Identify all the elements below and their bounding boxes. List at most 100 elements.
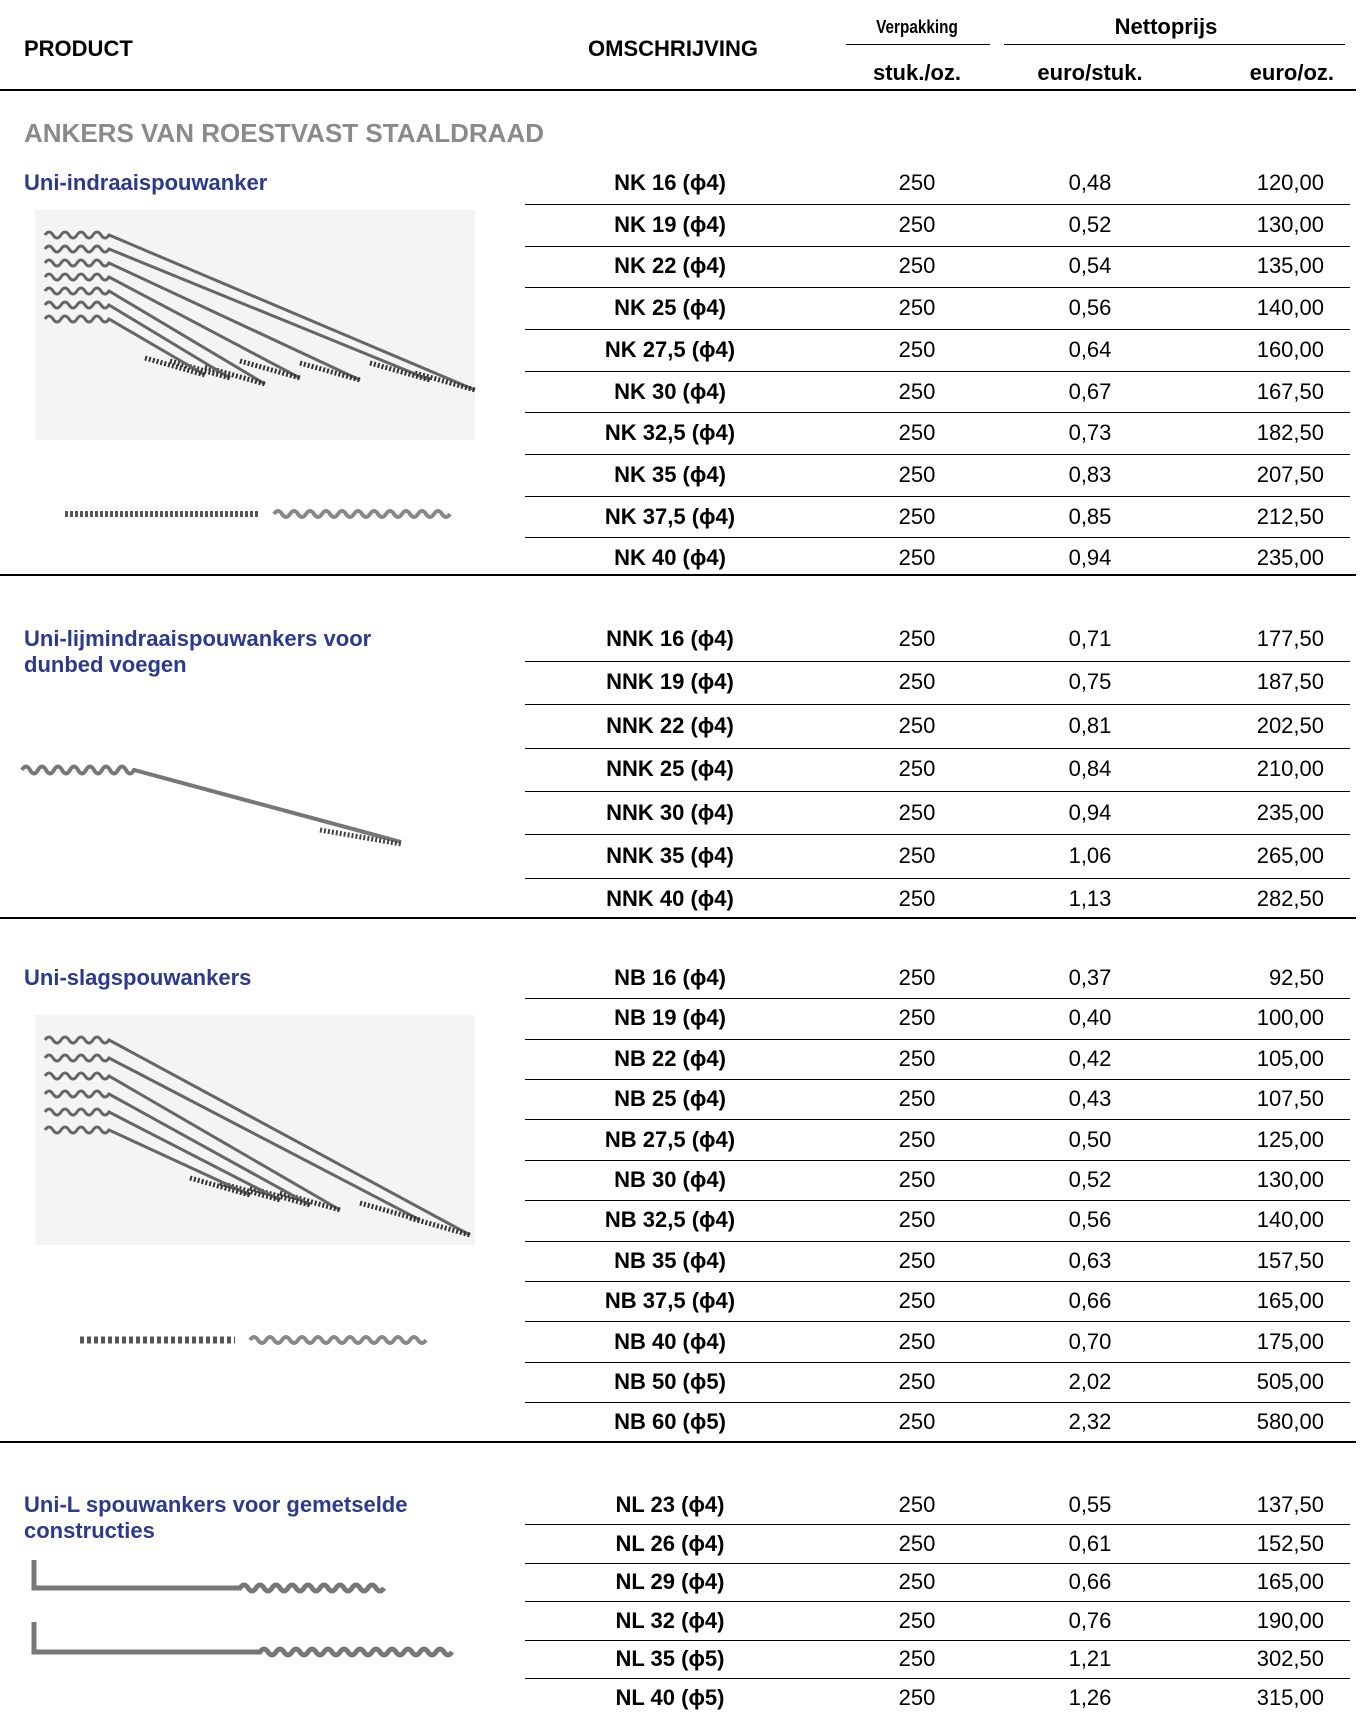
product-code: NB 25 (ϕ4) [614,1086,726,1112]
price-box: 207,50 [1256,461,1324,487]
price-each: 0,56 [1068,1207,1112,1233]
price-each: 0,64 [1068,336,1112,362]
group-name: Uni-L spouwankers voor gemetselde constr… [24,1492,408,1543]
product-image [31,1560,387,1594]
price-box: 182,50 [1256,420,1324,446]
pack-quantity: 250 [898,1530,936,1556]
row-rule [525,1240,1350,1242]
product-image [43,258,361,382]
price-box: 282,50 [1256,886,1324,912]
price-each: 0,66 [1068,1569,1112,1594]
price-each: 0,56 [1068,295,1112,321]
pack-quantity: 250 [898,1288,936,1314]
price-box: 135,00 [1256,253,1324,279]
price-box: 165,00 [1256,1569,1324,1594]
price-each: 0,75 [1068,669,1112,695]
header-net-price: Nettoprijs [1114,14,1218,39]
price-box: 140,00 [1256,1207,1324,1233]
price-box: 580,00 [1256,1409,1324,1435]
product-code: NNK 16 (ϕ4) [606,626,734,651]
pack-quantity: 250 [898,503,936,529]
header-price-box: euro/oz. [1249,60,1334,85]
price-box: 235,00 [1256,545,1324,571]
product-code: NB 32,5 (ϕ4) [604,1207,736,1233]
product-code: NB 19 (ϕ4) [614,1005,726,1031]
price-box: 130,00 [1256,1167,1324,1192]
pack-quantity: 250 [898,1247,936,1273]
price-box: 160,00 [1256,336,1324,362]
product-image [43,1035,471,1237]
pack-quantity: 250 [898,843,936,868]
product-image [20,764,402,844]
price-each: 2,02 [1068,1369,1112,1394]
pack-quantity: 250 [898,461,936,487]
price-each: 0,52 [1068,211,1112,237]
header-rule [1004,44,1345,45]
price-each: 0,84 [1068,756,1112,782]
price-box: 190,00 [1256,1607,1324,1633]
price-each: 0,43 [1068,1086,1112,1112]
price-box: 120,00 [1256,170,1324,195]
row-rule [525,704,1350,706]
pack-quantity: 250 [898,669,936,695]
product-code: NK 25 (ϕ4) [614,295,726,321]
price-box: 167,50 [1256,378,1324,404]
product-code: NB 22 (ϕ4) [614,1045,726,1071]
price-each: 0,70 [1068,1328,1112,1354]
product-code: NK 32,5 (ϕ4) [604,420,736,446]
price-box: 105,00 [1256,1045,1324,1071]
row-rule [525,412,1350,414]
product-image [43,1053,421,1222]
product-code: NK 35 (ϕ4) [614,461,726,487]
row-rule [525,287,1350,289]
pack-quantity: 250 [898,1369,936,1394]
product-image [43,286,266,386]
price-box: 265,00 [1256,843,1324,868]
row-rule [525,1639,1350,1641]
price-each: 0,42 [1068,1045,1112,1071]
pack-quantity: 250 [898,626,936,651]
product-code: NK 22 (ϕ4) [614,253,726,279]
product-image [43,1071,341,1212]
pack-quantity: 250 [898,420,936,446]
product-code: NL 32 (ϕ4) [615,1607,725,1633]
pack-quantity: 250 [898,712,936,738]
row-rule [525,537,1350,539]
product-code: NB 16 (ϕ4) [614,965,726,990]
row-rule [525,370,1350,372]
pack-quantity: 250 [898,1167,936,1192]
product-code: NNK 25 (ϕ4) [606,756,734,782]
product-code: NK 16 (ϕ4) [614,170,726,195]
header-price-each: euro/stuk. [1037,60,1143,85]
price-each: 0,48 [1068,170,1112,195]
product-image [43,244,431,382]
price-box: 157,50 [1256,1247,1324,1273]
product-code: NB 30 (ϕ4) [614,1167,726,1192]
row-rule [525,660,1350,662]
pack-quantity: 250 [898,1409,936,1435]
product-image [43,230,476,392]
pack-quantity: 250 [898,336,936,362]
row-rule [525,1678,1350,1680]
price-box: 140,00 [1256,295,1324,321]
pack-quantity: 250 [898,1492,936,1517]
price-box: 107,50 [1256,1086,1324,1112]
product-code: NL 29 (ϕ4) [615,1569,725,1594]
product-code: NL 26 (ϕ4) [615,1530,725,1556]
price-box: 315,00 [1256,1684,1324,1710]
product-code: NB 27,5 (ϕ4) [604,1126,736,1152]
price-box: 152,50 [1256,1530,1324,1556]
price-box: 187,50 [1256,669,1324,695]
price-each: 1,26 [1068,1684,1112,1710]
group-rule [0,574,1356,576]
price-each: 0,76 [1068,1607,1112,1633]
price-box: 302,50 [1256,1646,1324,1671]
price-box: 212,50 [1256,503,1324,529]
pack-quantity: 250 [898,1005,936,1031]
product-code: NB 50 (ϕ5) [614,1369,726,1394]
price-each: 0,66 [1068,1288,1112,1314]
group-rule [0,1441,1356,1443]
price-each: 0,94 [1068,545,1112,571]
product-code: NK 37,5 (ϕ4) [604,503,736,529]
